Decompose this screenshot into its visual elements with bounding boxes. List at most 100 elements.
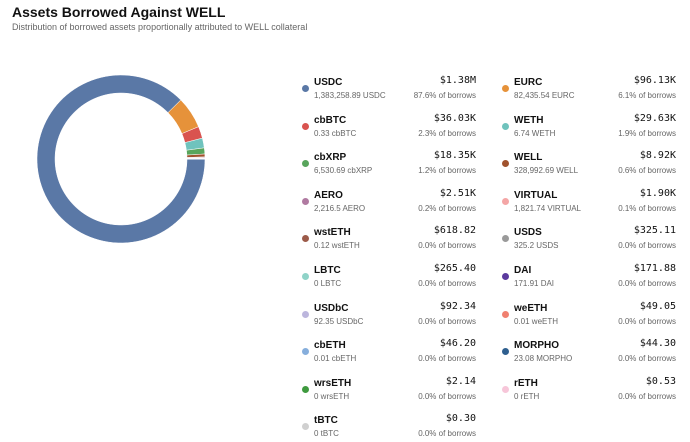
asset-share: 0.2% of borrows (418, 204, 476, 213)
donut-slice-usdc[interactable] (37, 75, 205, 243)
asset-amount: 2,216.5 AERO (314, 204, 365, 213)
legend-item-wrseth[interactable]: wrsETH 0 wrsETH $2.14 0.0% of borrows (300, 375, 476, 405)
asset-name: USDC (314, 77, 342, 88)
legend-item-usdc[interactable]: USDC 1,383,258.89 USDC $1.38M 87.6% of borr… (300, 74, 476, 104)
asset-amount: 0 tBTC (314, 429, 339, 438)
asset-name: AERO (314, 190, 343, 201)
asset-name: VIRTUAL (514, 190, 557, 201)
asset-share: 0.0% of borrows (418, 392, 476, 401)
asset-amount: 6,530.69 cbXRP (314, 166, 372, 175)
legend-item-cbeth[interactable]: cbETH 0.01 cbETH $46.20 0.0% of borrows (300, 337, 476, 367)
chart-title: Assets Borrowed Against WELL (12, 4, 225, 20)
asset-amount: 0.12 wstETH (314, 241, 360, 250)
legend-dot-icon (302, 423, 309, 430)
legend-dot-icon (502, 235, 509, 242)
asset-value: $265.40 (434, 263, 476, 274)
asset-value: $36.03K (434, 113, 476, 124)
asset-value: $29.63K (634, 113, 676, 124)
legend-item-weeth[interactable]: weETH 0.01 weETH $49.05 0.0% of borrows (500, 300, 676, 330)
asset-name: USDS (514, 227, 542, 238)
asset-amount: 328,992.69 WELL (514, 166, 578, 175)
asset-name: wrsETH (314, 378, 351, 389)
asset-name: USDbC (314, 303, 348, 314)
legend-dot-icon (502, 311, 509, 318)
asset-value: $18.35K (434, 150, 476, 161)
asset-share: 0.0% of borrows (618, 354, 676, 363)
asset-share: 0.0% of borrows (618, 317, 676, 326)
legend-dot-icon (502, 348, 509, 355)
asset-value: $1.90K (640, 188, 676, 199)
asset-share: 0.6% of borrows (618, 166, 676, 175)
legend-item-virtual[interactable]: VIRTUAL 1,821.74 VIRTUAL $1.90K 0.1% of bor… (500, 187, 676, 217)
asset-name: MORPHO (514, 340, 559, 351)
asset-amount: 0 wrsETH (314, 392, 349, 401)
asset-value: $44.30 (640, 338, 676, 349)
asset-value: $325.11 (634, 225, 676, 236)
legend-dot-icon (302, 160, 309, 167)
asset-amount: 1,383,258.89 USDC (314, 91, 386, 100)
asset-name: EURC (514, 77, 542, 88)
asset-amount: 0.01 weETH (514, 317, 558, 326)
asset-amount: 0 LBTC (314, 279, 341, 288)
asset-name: cbBTC (314, 115, 346, 126)
asset-share: 2.3% of borrows (418, 129, 476, 138)
legend-item-aero[interactable]: AERO 2,216.5 AERO $2.51K 0.2% of borrows (300, 187, 476, 217)
asset-value: $96.13K (634, 75, 676, 86)
asset-share: 0.0% of borrows (618, 279, 676, 288)
asset-value: $0.53 (646, 376, 676, 387)
asset-share: 0.0% of borrows (418, 354, 476, 363)
chart-subtitle: Distribution of borrowed assets proporti… (12, 22, 307, 32)
asset-name: WETH (514, 115, 543, 126)
asset-name: DAI (514, 265, 531, 276)
legend-dot-icon (302, 85, 309, 92)
asset-amount: 92.35 USDbC (314, 317, 363, 326)
asset-share: 0.1% of borrows (618, 204, 676, 213)
asset-name: cbETH (314, 340, 346, 351)
asset-name: weETH (514, 303, 547, 314)
asset-share: 6.1% of borrows (618, 91, 676, 100)
legend-dot-icon (502, 386, 509, 393)
asset-name: LBTC (314, 265, 341, 276)
asset-value: $171.88 (634, 263, 676, 274)
asset-share: 0.0% of borrows (618, 241, 676, 250)
asset-value: $46.20 (440, 338, 476, 349)
asset-amount: 1,821.74 VIRTUAL (514, 204, 581, 213)
asset-value: $2.14 (446, 376, 476, 387)
legend-dot-icon (302, 273, 309, 280)
asset-value: $618.82 (434, 225, 476, 236)
legend-item-usds[interactable]: USDS 325.2 USDS $325.11 0.0% of borrows (500, 224, 676, 254)
asset-name: wstETH (314, 227, 351, 238)
asset-amount: 6.74 WETH (514, 129, 555, 138)
asset-amount: 0.01 cbETH (314, 354, 356, 363)
asset-share: 1.9% of borrows (618, 129, 676, 138)
asset-value: $0.30 (446, 413, 476, 424)
asset-value: $2.51K (440, 188, 476, 199)
asset-amount: 23.08 MORPHO (514, 354, 572, 363)
legend-item-weth[interactable]: WETH 6.74 WETH $29.63K 1.9% of borrows (500, 112, 676, 142)
asset-amount: 325.2 USDS (514, 241, 558, 250)
legend-dot-icon (302, 235, 309, 242)
legend-dot-icon (302, 386, 309, 393)
asset-share: 0.0% of borrows (418, 279, 476, 288)
legend-dot-icon (302, 123, 309, 130)
legend-item-morpho[interactable]: MORPHO 23.08 MORPHO $44.30 0.0% of borrows (500, 337, 676, 367)
asset-name: WELL (514, 152, 542, 163)
legend-dot-icon (502, 198, 509, 205)
legend-dot-icon (302, 348, 309, 355)
asset-value: $49.05 (640, 301, 676, 312)
legend-dot-icon (502, 160, 509, 167)
asset-share: 87.6% of borrows (414, 91, 476, 100)
legend-dot-icon (502, 273, 509, 280)
legend-dot-icon (302, 198, 309, 205)
legend-item-lbtc[interactable]: LBTC 0 LBTC $265.40 0.0% of borrows (300, 262, 476, 292)
asset-value: $1.38M (440, 75, 476, 86)
